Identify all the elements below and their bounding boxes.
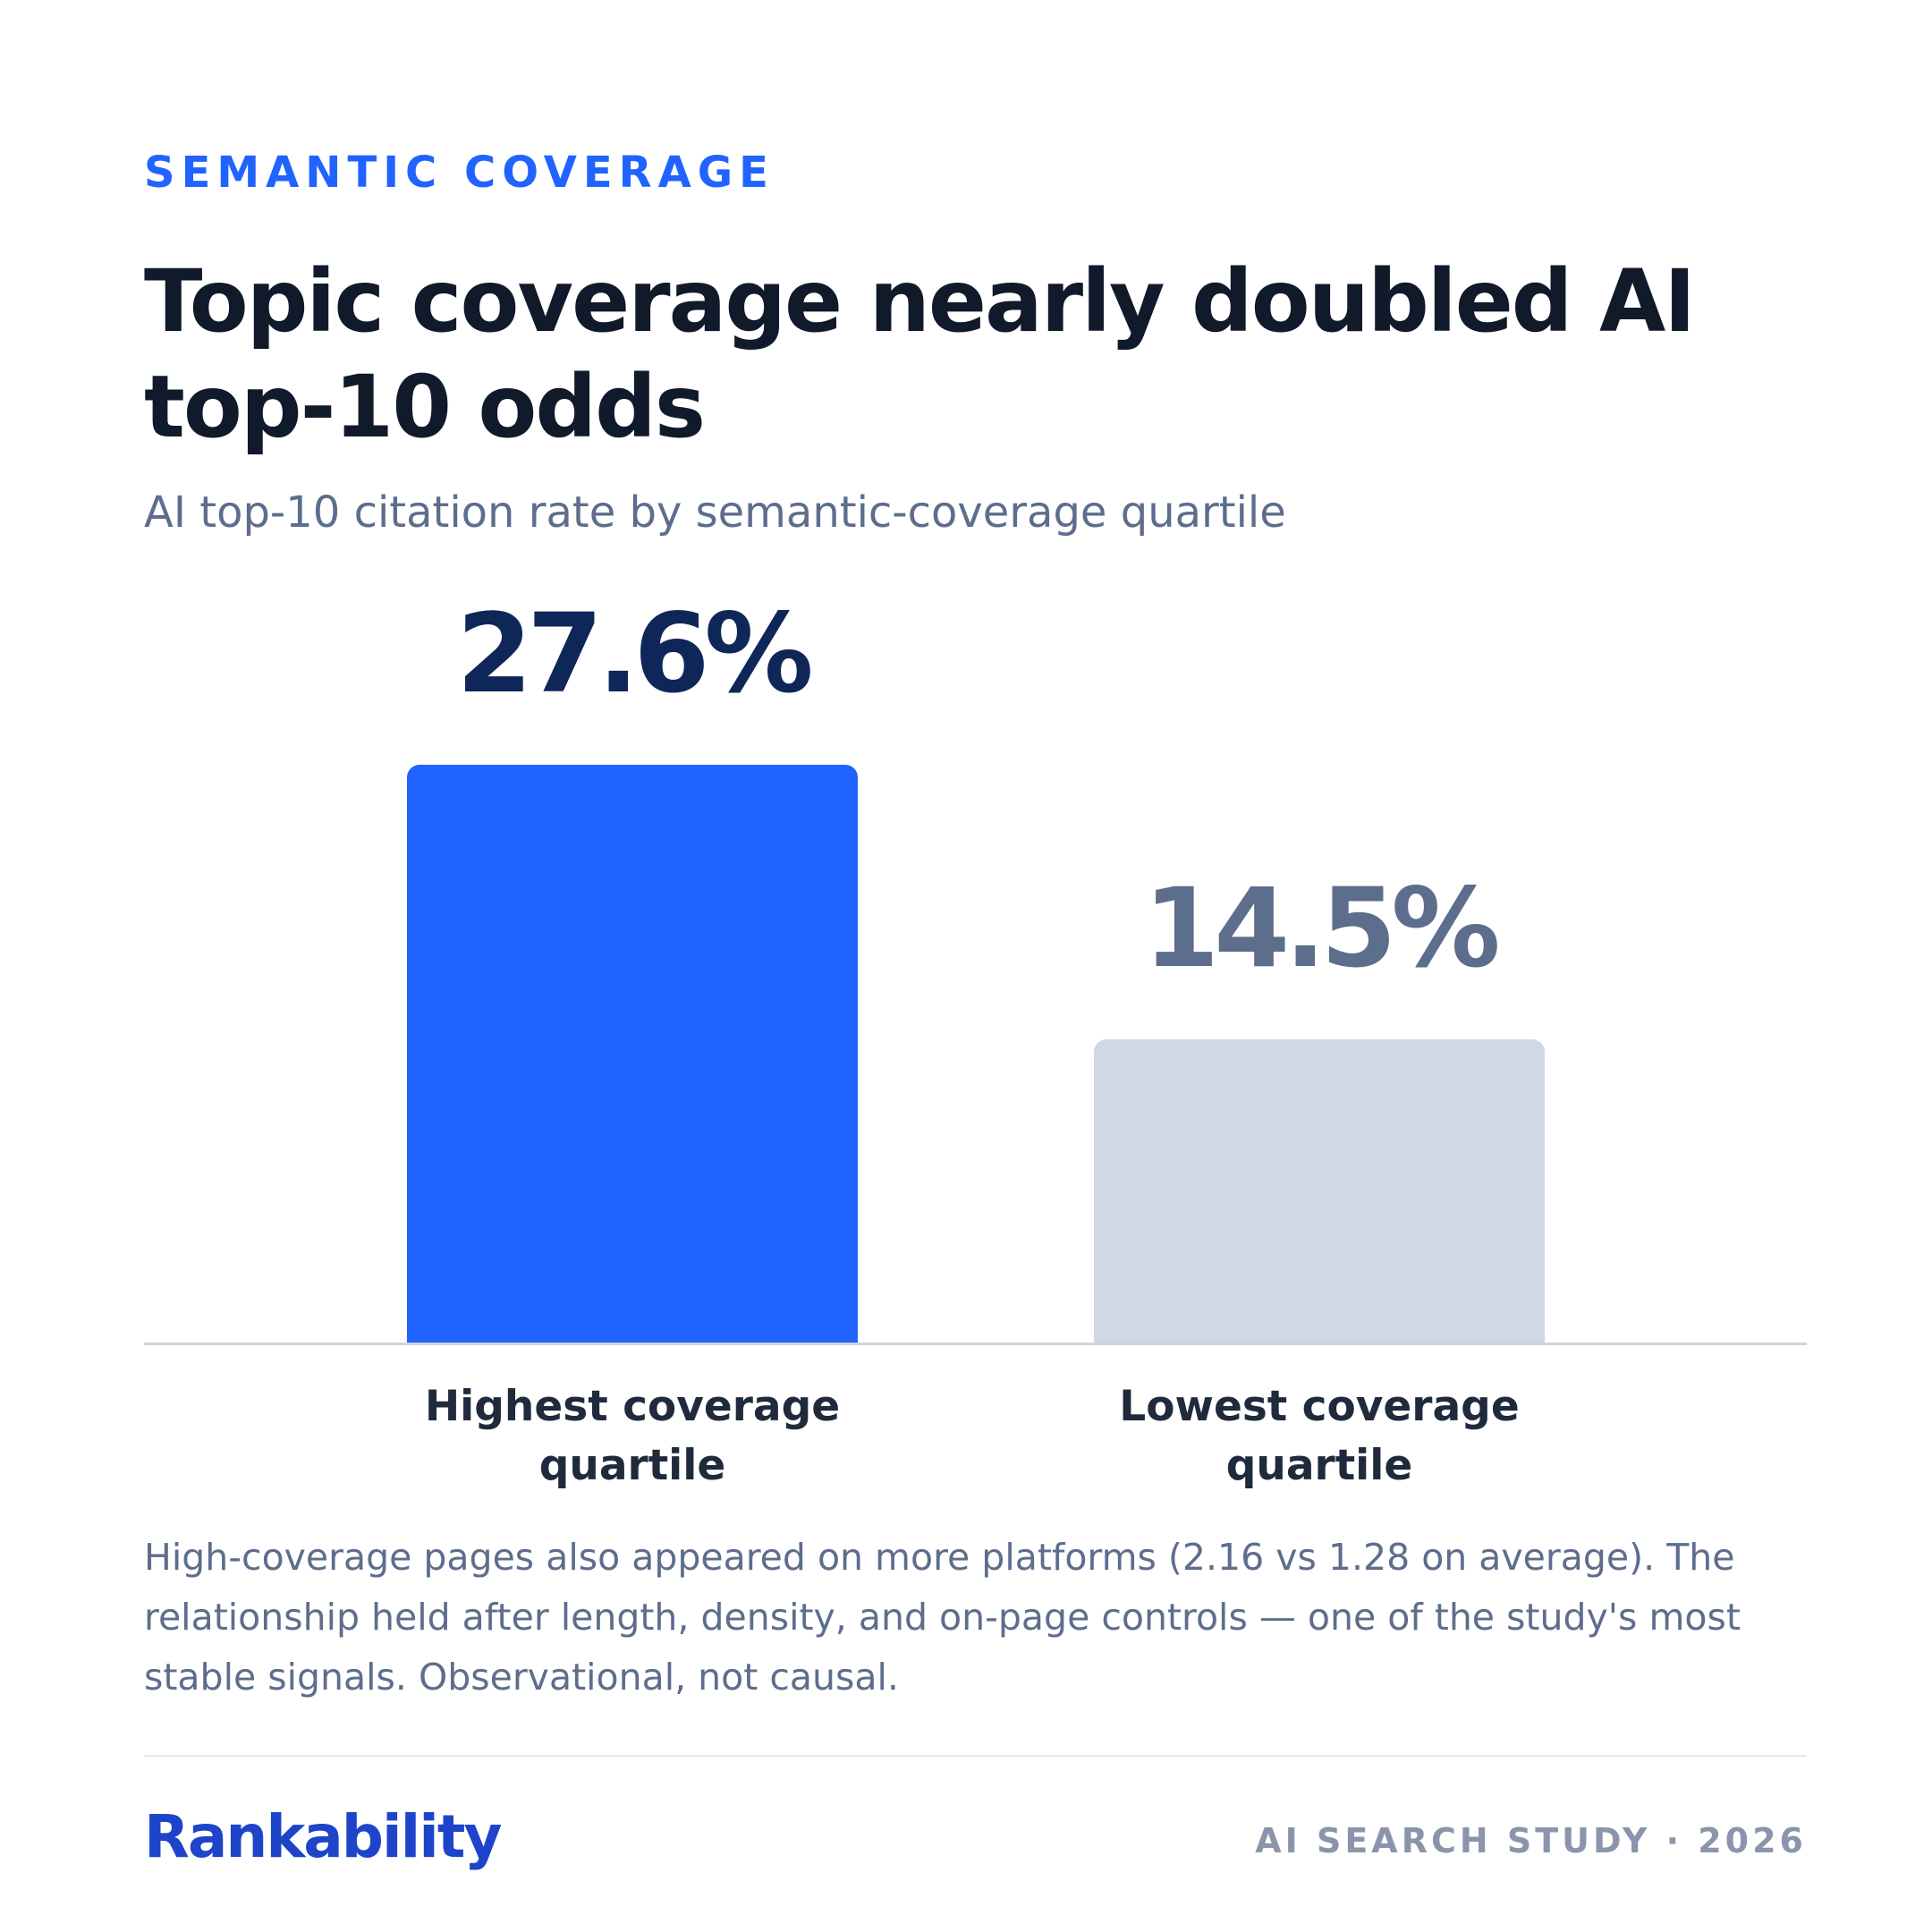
x-tick-label: Highest coverage quartile: [424, 1382, 841, 1490]
x-tick-label: Lowest coverage quartile: [1119, 1382, 1520, 1490]
value-label: 27.6%: [456, 590, 813, 718]
divider: [144, 1755, 1807, 1757]
value-label: 14.5%: [1143, 865, 1500, 993]
bar: [407, 765, 858, 1343]
chart-subtitle: AI top-10 citation rate by semantic-cove…: [144, 487, 1286, 538]
kicker: SEMANTIC COVERAGE: [144, 148, 775, 198]
footer-tag: AI SEARCH STUDY · 2026: [1255, 1821, 1807, 1860]
baseline: [144, 1343, 1807, 1345]
footnote: High-coverage pages also appeared on mor…: [144, 1536, 1741, 1699]
bar: [1094, 1039, 1545, 1343]
chart-title: Topic coverage nearly doubled AI top-10 …: [144, 251, 1696, 457]
brand: Rankability: [144, 1802, 502, 1871]
